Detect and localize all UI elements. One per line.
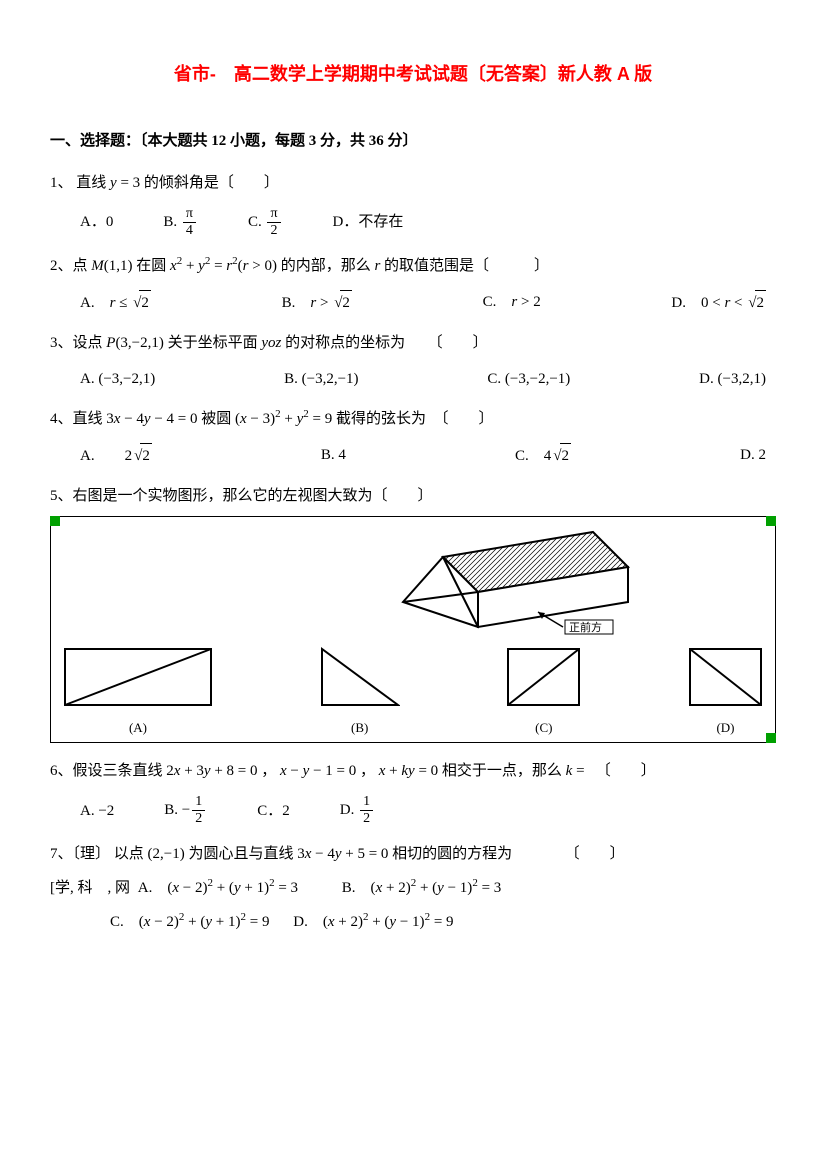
q7-opt-d: D. (x + 2)2 + (y − 1)2 = 9 <box>293 914 453 930</box>
question-5: 5、右图是一个实物图形，那么它的左视图大致为〔 〕 正前方 <box>50 484 776 744</box>
q5-opt-a: (A) <box>63 647 213 739</box>
section-heading: 一、选择题：〔本大题共 12 小题，每题 3 分，共 36 分〕 <box>50 129 776 153</box>
q4-opt-b: B. 4 <box>321 443 346 467</box>
front-label: 正前方 <box>569 620 602 634</box>
q2-text: 2、点 M(1,1) 在圆 x2 + y2 = r2(r > 0) 的内部，那么… <box>50 254 776 278</box>
q2-opt-a: A. r ≤ 2 <box>80 290 151 315</box>
q6-opt-b: B. −12 <box>164 795 207 826</box>
q3-text: 3、设点 P(3,−2,1) 关于坐标平面 yoz 的对称点的坐标为 〔 〕 <box>50 331 776 355</box>
q6-text: 6、假设三条直线 2x + 3y + 8 = 0 ， x − y − 1 = 0… <box>50 759 776 783</box>
q1-text: 1、 直线 y = 3 的倾斜角是〔 〕 <box>50 171 776 195</box>
question-7: 7、〔理〕 以点 (2,−1) 为圆心且与直线 3x − 4y + 5 = 0 … <box>50 842 776 934</box>
q6-opt-a: A. −2 <box>80 799 114 823</box>
q7-text: 7、〔理〕 以点 (2,−1) 为圆心且与直线 3x − 4y + 5 = 0 … <box>50 842 776 866</box>
q3-opt-d: D. (−3,2,1) <box>699 367 766 391</box>
q5-figure: 正前方 (A) (B) (C) (D) <box>50 516 776 744</box>
question-2: 2、点 M(1,1) 在圆 x2 + y2 = r2(r > 0) 的内部，那么… <box>50 254 776 315</box>
q1-opt-c: C. π2 <box>248 207 283 238</box>
q7-opt-a: A. (x − 2)2 + (y + 1)2 = 3 <box>138 880 298 896</box>
q5-opt-c: (C) <box>506 647 581 739</box>
q1-opt-b: B. π4 <box>163 207 198 238</box>
q5-opt-b: (B) <box>320 647 400 739</box>
q3-opt-a: A. (−3,−2,1) <box>80 367 155 391</box>
page-title: 省市- 高二数学上学期期中考试试题〔无答案〕新人教 A 版 <box>50 60 776 89</box>
q3-opt-b: B. (−3,2,−1) <box>284 367 358 391</box>
q4-opt-d: D. 2 <box>740 443 766 467</box>
q1-opt-d: D．不存在 <box>333 210 404 234</box>
q7-opt-c: C. (x − 2)2 + (y + 1)2 = 9 <box>110 914 269 930</box>
q7-opt-b: B. (x + 2)2 + (y − 1)2 = 3 <box>342 880 501 896</box>
q4-opt-a: A. 22 <box>80 443 152 468</box>
q5-text: 5、右图是一个实物图形，那么它的左视图大致为〔 〕 <box>50 484 776 508</box>
question-3: 3、设点 P(3,−2,1) 关于坐标平面 yoz 的对称点的坐标为 〔 〕 A… <box>50 331 776 391</box>
q2-opt-c: C. r > 2 <box>483 290 541 314</box>
q4-text: 4、直线 3x − 4y − 4 = 0 被圆 (x − 3)2 + y2 = … <box>50 407 776 431</box>
q2-opt-b: B. r > 2 <box>282 290 352 315</box>
question-4: 4、直线 3x − 4y − 4 = 0 被圆 (x − 3)2 + y2 = … <box>50 407 776 468</box>
q4-opt-c: C. 42 <box>515 443 571 468</box>
q6-opt-d: D. 12 <box>340 795 375 826</box>
q5-solid-icon: 正前方 <box>383 527 643 637</box>
q3-opt-c: C. (−3,−2,−1) <box>487 367 570 391</box>
q5-opt-d: (D) <box>688 647 763 739</box>
q2-opt-d: D. 0 < r < 2 <box>671 290 766 315</box>
question-1: 1、 直线 y = 3 的倾斜角是〔 〕 A．0 B. π4 C. π2 D．不… <box>50 171 776 238</box>
q7-prefix: [学, 科 , 网 <box>50 880 130 896</box>
question-6: 6、假设三条直线 2x + 3y + 8 = 0 ， x − y − 1 = 0… <box>50 759 776 826</box>
q6-opt-c: C．2 <box>257 799 290 823</box>
q1-opt-a: A．0 <box>80 210 113 234</box>
